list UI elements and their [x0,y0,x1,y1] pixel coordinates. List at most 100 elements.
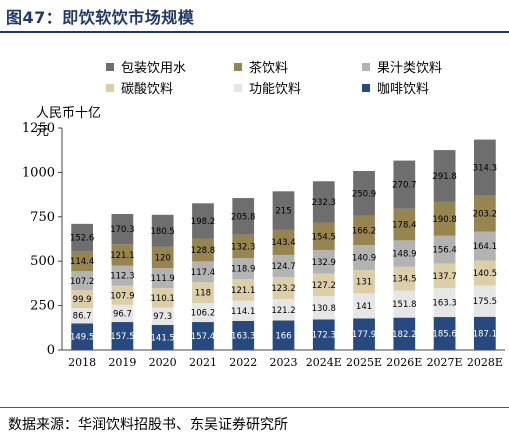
bar-segment [473,285,496,317]
bar-segment [312,181,335,223]
data-label: 182.2 [392,330,416,340]
data-label: 291.8 [432,172,456,182]
data-label: 177.9 [352,330,376,340]
y-tick-label: 250 [30,299,55,314]
bar-segment [111,304,134,323]
legend-label: 咖啡饮料 [377,82,429,97]
data-label: 148.9 [392,250,416,260]
x-tick-label: 2024E [306,356,342,369]
bar-segment [232,258,255,280]
bar-segment [71,323,94,350]
bar-segment [232,198,255,235]
data-label: 198.2 [191,217,215,227]
data-label: 117.4 [191,268,215,278]
data-label: 121.2 [271,306,295,316]
bar-segment [192,203,214,239]
x-tick-label: 2023 [270,356,298,369]
data-label: 86.7 [73,312,92,322]
bar-segment [71,290,94,309]
data-label: 314.3 [473,164,497,174]
bar-segment [111,265,134,286]
bar-segment [473,195,496,232]
data-label: 163.3 [432,299,456,309]
data-label: 123.2 [271,284,295,294]
data-label: 132.3 [231,242,255,252]
data-label: 151.8 [392,300,416,310]
data-label: 205.8 [231,212,255,222]
legend-label: 茶饮料 [249,60,288,76]
data-label: 156.4 [432,246,456,256]
data-label: 118 [195,289,211,299]
bar-segment [473,139,496,196]
bar-segment [71,271,94,291]
data-label: 134.5 [392,275,416,285]
y-axis-title-line-2: 元 [36,124,49,139]
bar-segment [433,150,456,202]
data-label: 164.1 [473,242,497,252]
bar-segment [312,249,335,274]
data-label: 114.4 [70,257,94,267]
data-label: 137.7 [432,272,456,282]
bar-segment [312,319,335,350]
data-label: 141 [356,302,372,312]
bar-segment [111,244,134,266]
y-tick-label: 1250 [22,121,55,136]
legend-label: 包装饮用水 [121,61,186,76]
bar-segment [433,235,456,264]
legend-swatch [106,84,114,92]
data-label: 175.5 [473,297,497,307]
bar-segment [353,318,375,350]
data-label: 157.5 [110,332,134,342]
x-tick-label: 2020 [149,356,177,369]
data-label: 170.3 [110,225,134,235]
legend-label: 功能饮料 [249,82,301,97]
x-tick-label: 2027E [427,356,463,369]
data-label: 141.5 [151,333,175,343]
data-label: 111.9 [151,274,175,284]
bar-segment [473,260,496,286]
figure-title: 图47：即饮软饮市场规模 [6,8,195,27]
data-label: 185.6 [432,330,456,340]
data-label: 203.2 [473,209,497,219]
bar-segment [272,277,295,299]
bar-segment [192,322,214,350]
bar-segment [151,246,174,269]
data-label: 99.9 [73,295,92,305]
data-label: 110.1 [151,294,175,304]
bar-segment [71,308,94,324]
x-tick-label: 2026E [386,356,422,369]
data-label: 157.4 [191,332,215,342]
data-label: 178.4 [392,221,416,231]
bar-segment [151,214,174,247]
bar-segment [393,290,416,318]
bar-segment [473,316,496,350]
data-label: 172.3 [312,331,336,341]
data-label: 149.5 [70,333,94,343]
data-label: 190.8 [432,215,456,225]
bar-segment [111,322,134,350]
data-label: 140.9 [352,254,376,264]
data-label: 143.4 [271,238,295,248]
data-label: 127.2 [312,281,336,291]
data-label: 121.1 [231,286,255,296]
legend-swatch [106,63,114,71]
bar-segment [433,317,456,350]
data-label: 154.5 [312,232,336,242]
bar-segment [393,160,416,209]
legend-label: 碳酸饮料 [121,82,173,97]
data-label: 152.6 [70,233,94,243]
legend-swatch [362,84,370,92]
bar-segment [312,296,335,320]
data-label: 187.1 [473,329,497,339]
y-tick-label: 0 [47,343,55,358]
bar-segment [232,234,255,259]
data-label: 270.7 [392,181,416,191]
bar-segment [393,266,416,291]
bar-segment [393,240,416,267]
x-tick-label: 2022 [229,356,257,369]
legend-swatch [362,63,370,71]
bar-segment [272,254,295,278]
bar-segment [353,245,375,271]
y-tick-label: 750 [30,210,55,225]
data-label: 120 [155,254,171,264]
